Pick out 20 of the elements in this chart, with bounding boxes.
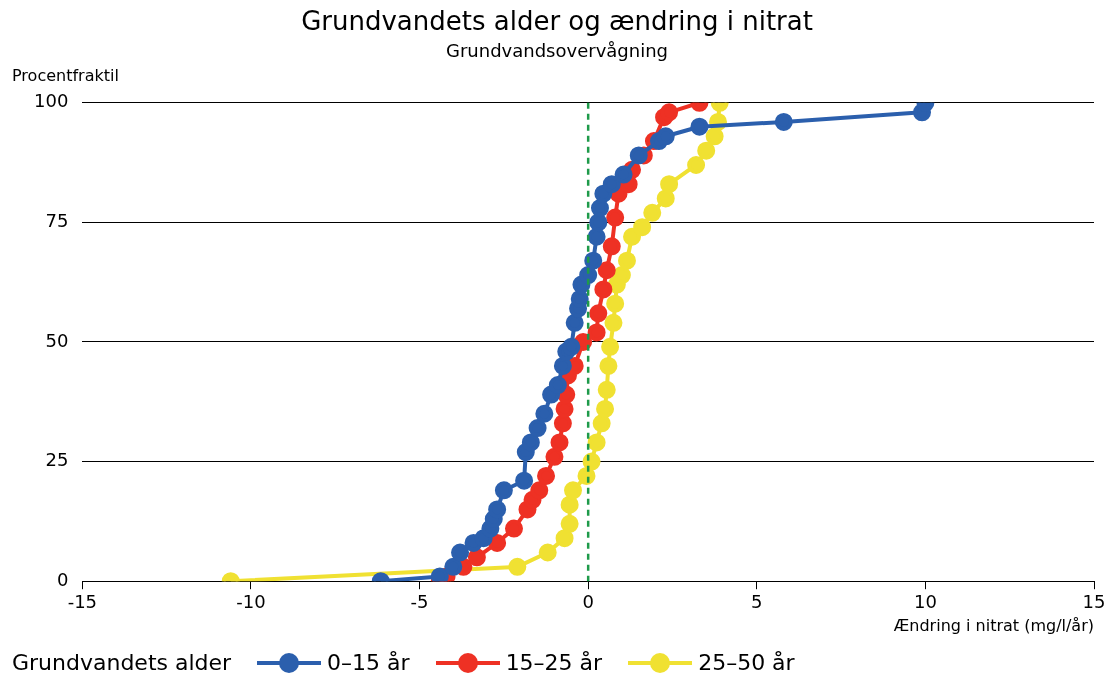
chart-title: Grundvandets alder og ændring i nitrat <box>301 6 813 37</box>
x-axis-title: Ændring i nitrat (mg/l/år) <box>893 615 1094 635</box>
y-tick-label: 0 <box>56 568 69 590</box>
x-tick-label: -5 <box>410 590 429 612</box>
chart-subtitle: Grundvandsovervågning <box>446 39 668 61</box>
legend-label: 0–15 år <box>327 650 410 675</box>
y-tick-label: 100 <box>34 90 69 112</box>
legend-label: 15–25 år <box>505 650 603 675</box>
x-tick-label: 10 <box>913 590 937 612</box>
y-tick-label: 75 <box>45 210 69 232</box>
legend-title: Grundvandets alder <box>12 650 232 675</box>
y-tick-label: 50 <box>45 329 69 351</box>
x-tick-label: 5 <box>751 590 763 612</box>
y-axis-title: Procentfraktil <box>12 66 119 85</box>
x-tick-label: 0 <box>582 590 594 612</box>
x-tick-label: -10 <box>236 590 266 612</box>
x-tick-label: -15 <box>67 590 98 612</box>
legend-label: 25–50 år <box>698 650 795 675</box>
y-tick-label: 25 <box>45 449 69 471</box>
x-tick-label: 15 <box>1082 590 1106 612</box>
